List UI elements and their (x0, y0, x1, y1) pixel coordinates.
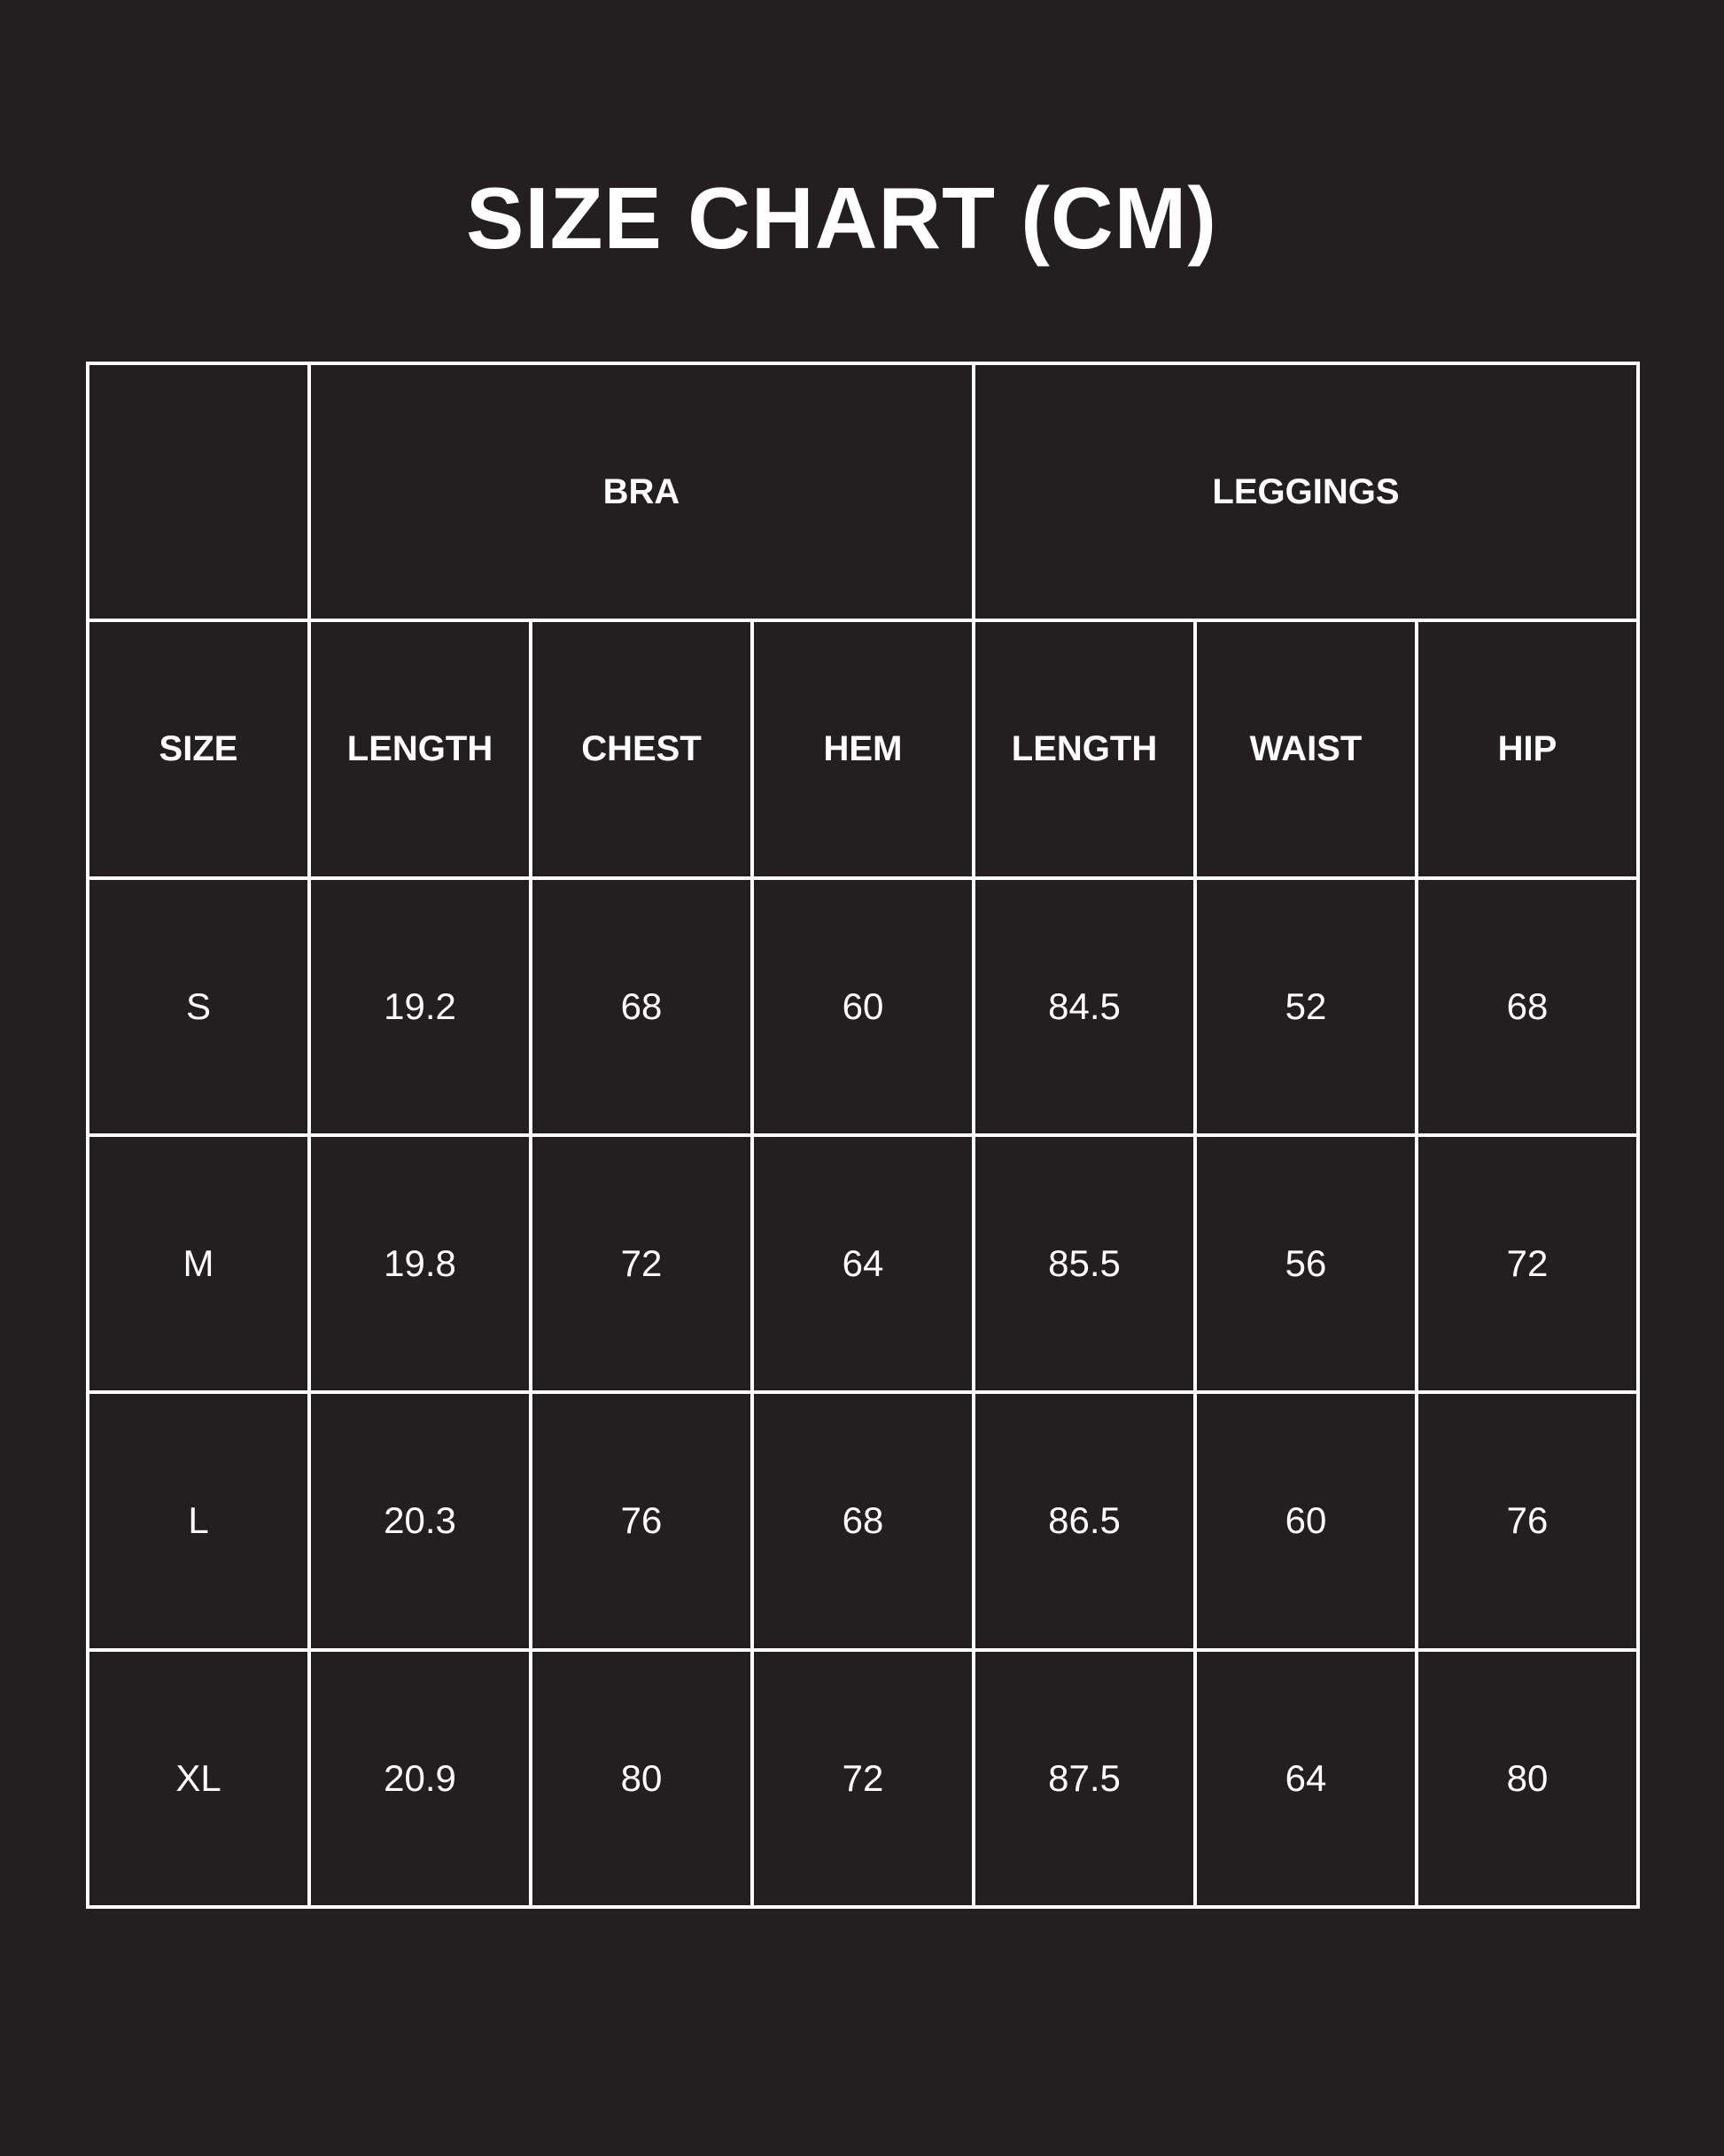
table-cell: 20.9 (307, 1647, 532, 1910)
column-header: LENGTH (972, 619, 1197, 880)
column-header: WAIST (1193, 619, 1418, 880)
table-cell: 52 (1193, 876, 1418, 1137)
table-row: M 19.8 72 64 85.5 56 72 (86, 1132, 1640, 1395)
table-row: S 19.2 68 60 84.5 52 68 (86, 876, 1640, 1137)
size-cell: S (86, 876, 311, 1137)
column-header: SIZE (86, 619, 311, 880)
table-cell: 60 (1193, 1390, 1418, 1652)
page-title: SIZE CHART (CM) (466, 169, 1217, 267)
column-header: LENGTH (307, 619, 532, 880)
table-cell: 72 (529, 1132, 754, 1395)
table-cell: 68 (1415, 876, 1640, 1137)
size-cell: L (86, 1390, 311, 1652)
size-chart-table: BRA LEGGINGS SIZE LENGTH CHEST HEM LENGT… (86, 361, 1640, 1910)
table-cell: 80 (1415, 1647, 1640, 1910)
column-header: HEM (750, 619, 975, 880)
group-header-leggings: LEGGINGS (972, 361, 1640, 623)
table-cell: 20.3 (307, 1390, 532, 1652)
table-cell: 76 (1415, 1390, 1640, 1652)
table-cell: 64 (750, 1132, 975, 1395)
table-cell: 19.2 (307, 876, 532, 1137)
table-cell: 85.5 (972, 1132, 1197, 1395)
empty-corner-cell (86, 361, 311, 623)
table-row: L 20.3 76 68 86.5 60 76 (86, 1390, 1640, 1652)
table-cell: 60 (750, 876, 975, 1137)
table-cell: 72 (750, 1647, 975, 1910)
table-cell: 86.5 (972, 1390, 1197, 1652)
table-cell: 87.5 (972, 1647, 1197, 1910)
table-cell: 68 (529, 876, 754, 1137)
table-row: XL 20.9 80 72 87.5 64 80 (86, 1647, 1640, 1910)
table-cell: 19.8 (307, 1132, 532, 1395)
table-cell: 56 (1193, 1132, 1418, 1395)
size-cell: M (86, 1132, 311, 1395)
table-cell: 80 (529, 1647, 754, 1910)
column-header: HIP (1415, 619, 1640, 880)
group-header-bra: BRA (307, 361, 975, 623)
table-cell: 68 (750, 1390, 975, 1652)
column-header: CHEST (529, 619, 754, 880)
size-cell: XL (86, 1647, 311, 1910)
table-cell: 64 (1193, 1647, 1418, 1910)
table-cell: 72 (1415, 1132, 1640, 1395)
table-cell: 76 (529, 1390, 754, 1652)
group-header-row: BRA LEGGINGS (86, 361, 1640, 623)
table-cell: 84.5 (972, 876, 1197, 1137)
column-header-row: SIZE LENGTH CHEST HEM LENGTH WAIST HIP (86, 619, 1640, 880)
